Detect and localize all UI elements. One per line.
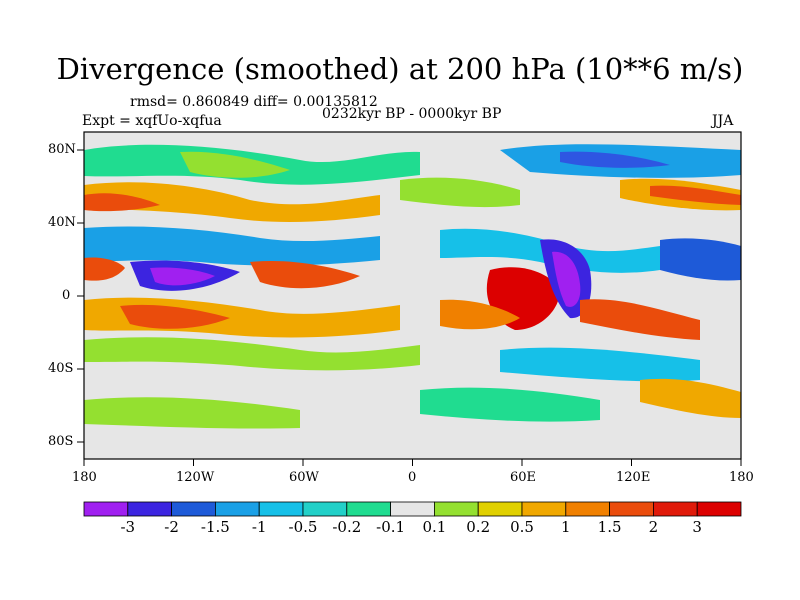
colorbar-swatch-8 bbox=[433, 501, 479, 517]
season-text: JJA bbox=[712, 113, 734, 129]
experiment-text: Expt = xqfUo-xqfua bbox=[82, 113, 222, 129]
colorbar-swatch-9 bbox=[477, 501, 523, 517]
colorbar-swatch-4 bbox=[258, 501, 304, 517]
lon-ticks bbox=[83, 459, 742, 466]
colorbar-label: -0.2 bbox=[332, 518, 362, 536]
colorbar-swatch-1 bbox=[127, 501, 173, 517]
colorbar-swatch-13 bbox=[653, 501, 698, 517]
colorbar-label: 2 bbox=[648, 518, 659, 536]
colorbar-swatch-11 bbox=[565, 501, 610, 517]
lat-label-80n: 80N bbox=[48, 142, 76, 157]
lon-label-180w: 180 bbox=[72, 470, 97, 485]
colorbar-swatch-10 bbox=[521, 501, 567, 517]
colorbar-swatch-14 bbox=[696, 501, 742, 517]
colorbar-label: -3 bbox=[120, 518, 136, 536]
lat-label-0: 0 bbox=[62, 288, 71, 303]
colorbar-label: 1.5 bbox=[597, 518, 622, 536]
colorbar-label: -1.5 bbox=[200, 518, 230, 536]
lat-label-40s: 40S bbox=[48, 361, 74, 376]
divergence-field bbox=[84, 132, 741, 459]
lon-label-0: 0 bbox=[408, 470, 417, 485]
lon-label-60e: 60E bbox=[510, 470, 537, 485]
colorbar-label: -0.1 bbox=[376, 518, 406, 536]
colorbar-swatch-3 bbox=[214, 501, 260, 517]
lat-ticks bbox=[77, 149, 84, 443]
lat-label-40n: 40N bbox=[48, 215, 76, 230]
plot-title: Divergence (smoothed) at 200 hPa (10**6 … bbox=[56, 52, 744, 86]
lon-label-120w: 120W bbox=[176, 470, 215, 485]
colorbar-label: 0.2 bbox=[466, 518, 491, 536]
colorbar-swatch-7 bbox=[390, 501, 435, 517]
colorbar-swatch-12 bbox=[609, 501, 654, 517]
lon-label-120e: 120E bbox=[616, 470, 651, 485]
colorbar-swatch-6 bbox=[346, 501, 391, 517]
lat-label-80s: 80S bbox=[48, 434, 74, 449]
colorbar-label: 0.5 bbox=[510, 518, 534, 536]
lon-label-180e: 180 bbox=[729, 470, 754, 485]
colorbar bbox=[83, 501, 742, 517]
period-text: 0232kyr BP - 0000kyr BP bbox=[322, 106, 502, 122]
colorbar-label: -1 bbox=[251, 518, 267, 536]
colorbar-label: -0.5 bbox=[288, 518, 318, 536]
colorbar-swatch-0 bbox=[83, 501, 129, 517]
colorbar-label: 0.1 bbox=[422, 518, 447, 536]
colorbar-swatch-5 bbox=[302, 501, 348, 517]
colorbar-label: 3 bbox=[692, 518, 702, 536]
colorbar-swatch-2 bbox=[171, 501, 216, 517]
colorbar-label: 1 bbox=[561, 518, 571, 536]
colorbar-label: -2 bbox=[164, 518, 179, 536]
lon-label-60w: 60W bbox=[289, 470, 319, 485]
stats-text: rmsd= 0.860849 diff= 0.00135812 bbox=[130, 94, 378, 110]
